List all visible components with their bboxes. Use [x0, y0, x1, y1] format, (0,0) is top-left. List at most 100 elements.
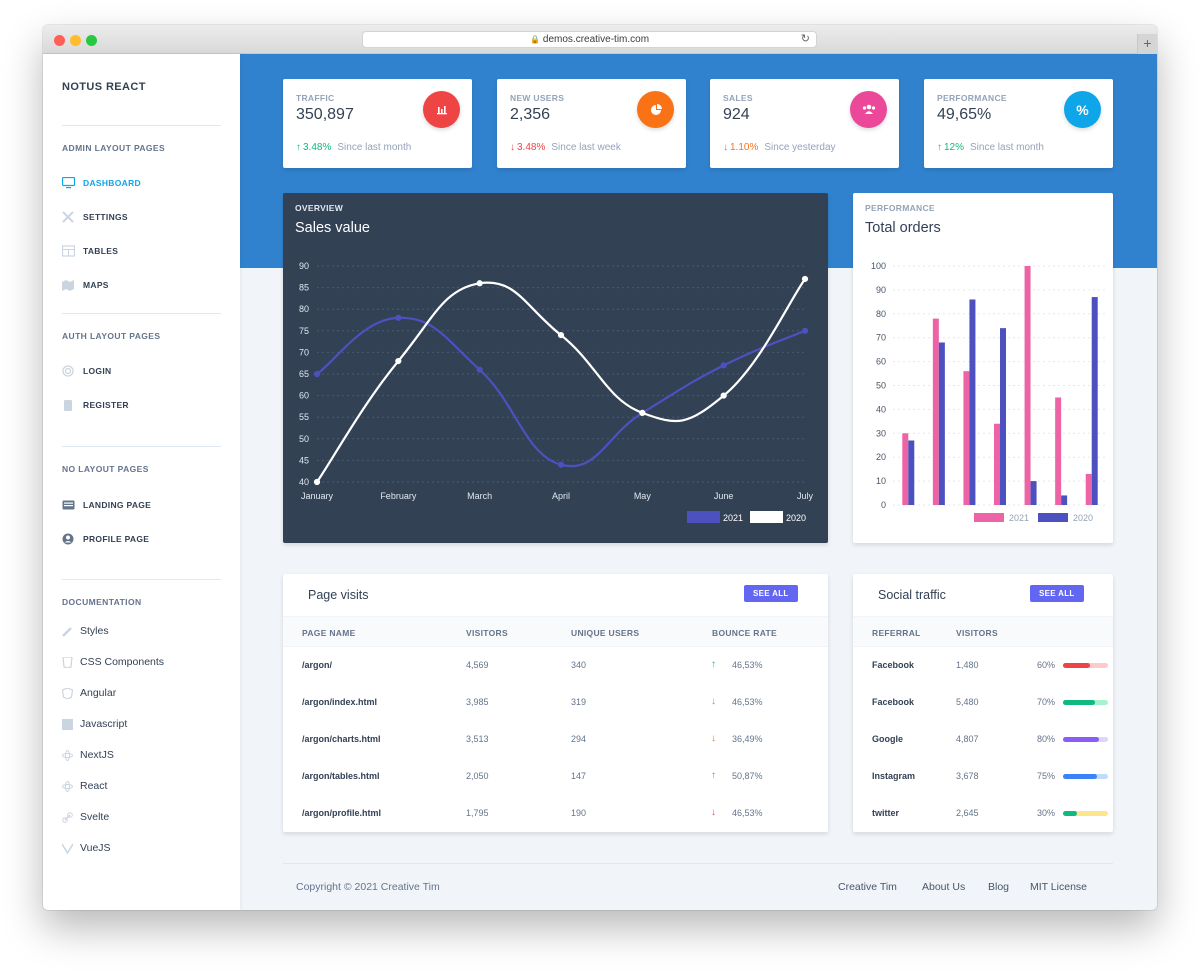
- referral-cell: Facebook: [872, 697, 915, 707]
- close-window-button[interactable]: [54, 35, 65, 46]
- browser-toolbar: 🔒 demos.creative-tim.com ↻ +: [43, 25, 1157, 54]
- data-point: [801, 275, 809, 283]
- newspaper-icon: [62, 499, 75, 511]
- sidebar-item-label: MAPS: [83, 280, 109, 290]
- progress-bar: [1063, 700, 1108, 705]
- sidebar-item-register[interactable]: REGISTER: [62, 397, 129, 413]
- sidebar-item-maps[interactable]: MAPS: [62, 277, 109, 293]
- y-tick-label: 0: [881, 500, 886, 510]
- stat-footer: ↑ 3.48% Since last month: [296, 142, 411, 153]
- angular-icon: [61, 686, 74, 700]
- sidebar-item-login[interactable]: LOGIN: [62, 363, 111, 379]
- doc-link-vuejs[interactable]: VueJS: [61, 840, 111, 856]
- referral-cell: Facebook: [872, 660, 915, 670]
- arrow-up-icon: ↑: [296, 142, 301, 153]
- footer-link-about-us[interactable]: About Us: [922, 881, 966, 893]
- doc-link-nextjs[interactable]: NextJS: [62, 747, 114, 763]
- chart-pie-icon: [637, 91, 674, 128]
- stat-label: PERFORMANCE: [937, 93, 1007, 103]
- table-icon: [61, 245, 76, 257]
- sidebar-item-settings[interactable]: SETTINGS: [62, 209, 128, 225]
- stat-since: Since yesterday: [764, 142, 836, 153]
- doc-link-styles[interactable]: Styles: [62, 623, 109, 639]
- doc-link-label: VueJS: [80, 842, 111, 854]
- sidebar-item-label: PROFILE PAGE: [83, 534, 150, 544]
- doc-link-css-components[interactable]: CSS Components: [62, 654, 164, 670]
- see-all-button[interactable]: SEE ALL: [1030, 585, 1084, 602]
- page-name-cell: /argon/: [302, 660, 333, 670]
- arrow-down-icon: ↓: [723, 142, 728, 153]
- legend-swatch: [750, 511, 783, 523]
- see-all-button[interactable]: SEE ALL: [744, 585, 798, 602]
- user-circle-icon: [62, 533, 75, 545]
- arrow-up-icon: ↑: [937, 142, 942, 153]
- y-tick-label: 40: [876, 404, 886, 414]
- data-point: [476, 280, 483, 287]
- paint-brush-icon: [62, 626, 73, 637]
- react-atom-icon: [62, 780, 73, 792]
- table-header: REFERRAL VISITORS: [853, 616, 1113, 647]
- stat-card-sales: SALES 924 ↓ 1.10% Since yesterday: [710, 79, 899, 168]
- legend-label: 2021: [1009, 513, 1029, 523]
- percent-icon: %: [1064, 91, 1101, 128]
- footer-link-mit-license[interactable]: MIT License: [1030, 881, 1087, 893]
- footer-link-creative-tim[interactable]: Creative Tim: [838, 881, 897, 893]
- brand-logo[interactable]: NOTUS REACT: [62, 81, 146, 93]
- stat-change: 3.48%: [517, 142, 546, 153]
- footer-link-blog[interactable]: Blog: [988, 881, 1010, 893]
- minimize-window-button[interactable]: [70, 35, 81, 46]
- y-tick-label: 90: [876, 285, 886, 295]
- sidebar-item-label: DASHBOARD: [83, 178, 141, 188]
- reload-icon[interactable]: ↻: [800, 33, 810, 45]
- bar-2020-March: [969, 299, 976, 505]
- stat-value: 350,897: [296, 106, 354, 123]
- doc-link-angular[interactable]: Angular: [61, 685, 116, 701]
- stat-value: 2,356: [510, 106, 551, 123]
- doc-link-svelte[interactable]: Svelte: [62, 809, 109, 825]
- referral-cell: twitter: [872, 808, 899, 818]
- y-tick-label: 55: [299, 412, 309, 422]
- doc-link-react[interactable]: React: [62, 778, 107, 794]
- doc-link-label: Styles: [80, 625, 109, 637]
- chart-label: OVERVIEW: [295, 203, 344, 213]
- visitors-cell: 3,985: [466, 697, 489, 707]
- visitors-cell: 1,480: [956, 660, 979, 670]
- bar-2021-June: [1055, 397, 1062, 505]
- y-tick-label: 80: [299, 304, 309, 314]
- doc-link-label: CSS Components: [80, 656, 165, 668]
- x-tick-label: May: [634, 491, 652, 501]
- doc-link-javascript[interactable]: Javascript: [62, 716, 127, 732]
- new-tab-button[interactable]: +: [1137, 34, 1157, 54]
- sidebar-item-label: LOGIN: [83, 366, 112, 376]
- sidebar-item-label: TABLES: [83, 246, 119, 256]
- sidebar-divider: [62, 446, 221, 447]
- address-bar[interactable]: 🔒 demos.creative-tim.com ↻: [362, 31, 817, 48]
- social-traffic-card: Social traffic SEE ALL REFERRAL VISITORS…: [853, 574, 1113, 832]
- data-point: [720, 392, 727, 399]
- progress-fill: [1063, 663, 1090, 668]
- sidebar-item-tables[interactable]: TABLES: [61, 243, 119, 259]
- page-visits-card: Page visits SEE ALL PAGE NAME VISITORS U…: [283, 574, 828, 832]
- total-orders-chart-card: PERFORMANCE Total orders 0 10 20 30 40 50 60 70…: [853, 193, 1113, 543]
- visitors-cell: 5,480: [956, 697, 979, 707]
- bar-2021-January: [902, 433, 909, 505]
- y-tick-label: 85: [299, 283, 309, 293]
- visitors-cell: 4,807: [956, 734, 979, 744]
- stat-change: 12%: [944, 142, 965, 153]
- percent-cell: 75%: [1037, 771, 1056, 781]
- percent-cell: 60%: [1037, 660, 1056, 670]
- arrow-down-icon: ↓: [711, 696, 716, 707]
- page-name-cell: /argon/charts.html: [302, 734, 381, 744]
- map-icon: [62, 279, 75, 291]
- legend-swatch: [1038, 513, 1068, 522]
- y-tick-label: 90: [299, 261, 309, 271]
- visitors-cell: 2,050: [466, 771, 489, 781]
- stat-footer: ↓ 3.48% Since last week: [510, 142, 621, 153]
- unique-users-cell: 190: [571, 808, 587, 818]
- sidebar-item-profile-page[interactable]: PROFILE PAGE: [62, 531, 149, 547]
- legend-label: 2020: [786, 513, 806, 523]
- maximize-window-button[interactable]: [86, 35, 97, 46]
- progress-bar: [1063, 737, 1108, 742]
- sidebar-item-landing-page[interactable]: LANDING PAGE: [62, 497, 151, 513]
- sidebar-item-dashboard[interactable]: DASHBOARD: [61, 175, 141, 191]
